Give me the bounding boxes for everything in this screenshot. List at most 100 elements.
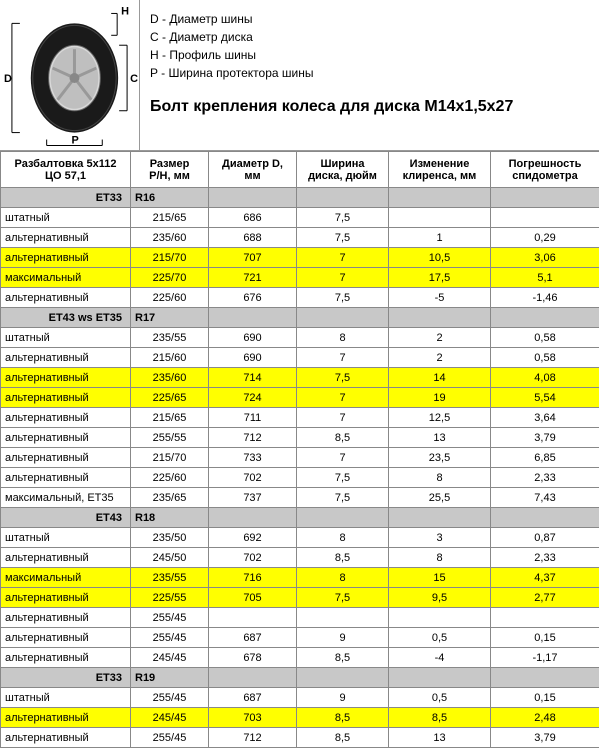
cell-clearance: -5 (389, 288, 491, 308)
cell-speedo: 6,85 (491, 448, 599, 468)
section-et: ET43 (1, 508, 131, 528)
cell-clearance: 14 (389, 368, 491, 388)
cell-width: 8,5 (297, 428, 389, 448)
cell-type: альтернативный (1, 228, 131, 248)
table-header-row: Разбалтовка 5x112ЦО 57,1 РазмерP/H, мм Д… (1, 152, 599, 188)
cell-type: штатный (1, 208, 131, 228)
table-row: альтернативный245/507028,582,33 (1, 548, 599, 568)
section-et: ET43 ws ET35 (1, 308, 131, 328)
cell-diameter: 692 (209, 528, 297, 548)
section-header-row: ET33R19 (1, 668, 599, 688)
cell-diameter: 714 (209, 368, 297, 388)
cell-type: штатный (1, 528, 131, 548)
cell-speedo: 4,08 (491, 368, 599, 388)
cell-diameter: 733 (209, 448, 297, 468)
cell-size: 215/60 (131, 348, 209, 368)
cell-speedo: 3,64 (491, 408, 599, 428)
cell-speedo (491, 608, 599, 628)
table-row: альтернативный225/607027,582,33 (1, 468, 599, 488)
cell-type: альтернативный (1, 708, 131, 728)
svg-text:H: H (121, 5, 129, 17)
cell-clearance: 1 (389, 228, 491, 248)
cell-diameter: 711 (209, 408, 297, 428)
cell-width: 7 (297, 388, 389, 408)
cell-diameter: 721 (209, 268, 297, 288)
cell-type: максимальный, ET35 (1, 488, 131, 508)
cell-speedo: 4,37 (491, 568, 599, 588)
cell-type: альтернативный (1, 608, 131, 628)
cell-type: альтернативный (1, 408, 131, 428)
cell-clearance (389, 208, 491, 228)
section-rim: R17 (131, 308, 209, 328)
legend-c: C - Диаметр диска (150, 30, 589, 44)
cell-width: 7,5 (297, 468, 389, 488)
cell-type: штатный (1, 328, 131, 348)
cell-width: 7 (297, 408, 389, 428)
cell-width: 9 (297, 628, 389, 648)
section-rim: R16 (131, 188, 209, 208)
legend-p: P - Ширина протектора шины (150, 66, 589, 80)
cell-type: альтернативный (1, 628, 131, 648)
cell-clearance: 3 (389, 528, 491, 548)
bolt-title: Болт крепления колеса для диска M14x1,5x… (150, 98, 589, 116)
cell-diameter: 690 (209, 328, 297, 348)
cell-clearance: 23,5 (389, 448, 491, 468)
cell-speedo: 0,15 (491, 628, 599, 648)
cell-type: штатный (1, 688, 131, 708)
cell-diameter: 676 (209, 288, 297, 308)
section-header-row: ET33R16 (1, 188, 599, 208)
cell-type: альтернативный (1, 648, 131, 668)
cell-speedo (491, 208, 599, 228)
cell-type: альтернативный (1, 248, 131, 268)
cell-size: 225/65 (131, 388, 209, 408)
cell-speedo: 5,1 (491, 268, 599, 288)
table-row: штатный215/656867,5 (1, 208, 599, 228)
section-et: ET33 (1, 188, 131, 208)
table-row: максимальный, ET35235/657377,525,57,43 (1, 488, 599, 508)
cell-type: альтернативный (1, 368, 131, 388)
cell-clearance: 25,5 (389, 488, 491, 508)
cell-diameter (209, 608, 297, 628)
cell-type: альтернативный (1, 288, 131, 308)
cell-width: 9 (297, 688, 389, 708)
cell-size: 245/45 (131, 648, 209, 668)
cell-size: 225/70 (131, 268, 209, 288)
cell-width: 7 (297, 248, 389, 268)
cell-clearance: 0,5 (389, 628, 491, 648)
cell-diameter: 712 (209, 428, 297, 448)
cell-speedo: 2,33 (491, 548, 599, 568)
cell-width: 8 (297, 528, 389, 548)
cell-size: 215/65 (131, 208, 209, 228)
cell-size: 225/60 (131, 288, 209, 308)
th-width: Ширинадиска, дюйм (297, 152, 389, 188)
table-row: альтернативный255/45 (1, 608, 599, 628)
header-region: D C H P D - Диаметр шины C - Диаметр дис… (0, 0, 599, 151)
table-row: альтернативный215/70733723,56,85 (1, 448, 599, 468)
cell-clearance: 17,5 (389, 268, 491, 288)
table-row: альтернативный255/4568790,50,15 (1, 628, 599, 648)
table-row: альтернативный235/606887,510,29 (1, 228, 599, 248)
cell-clearance: 2 (389, 328, 491, 348)
table-row: альтернативный245/457038,58,52,48 (1, 708, 599, 728)
svg-text:C: C (130, 73, 138, 85)
cell-speedo: 7,43 (491, 488, 599, 508)
cell-size: 235/55 (131, 328, 209, 348)
cell-type: альтернативный (1, 468, 131, 488)
cell-size: 245/45 (131, 708, 209, 728)
cell-size: 235/60 (131, 228, 209, 248)
th-diameter: Диаметр D,мм (209, 152, 297, 188)
cell-diameter: 702 (209, 468, 297, 488)
cell-speedo: 3,79 (491, 428, 599, 448)
cell-clearance: 13 (389, 428, 491, 448)
cell-clearance: 15 (389, 568, 491, 588)
cell-size: 255/45 (131, 608, 209, 628)
cell-width: 7,5 (297, 228, 389, 248)
cell-speedo: -1,46 (491, 288, 599, 308)
cell-diameter: 688 (209, 228, 297, 248)
th-clearance: Изменениеклиренса, мм (389, 152, 491, 188)
cell-type: альтернативный (1, 388, 131, 408)
cell-diameter: 705 (209, 588, 297, 608)
cell-size: 225/60 (131, 468, 209, 488)
cell-width: 7,5 (297, 368, 389, 388)
table-row: альтернативный225/606767,5-5-1,46 (1, 288, 599, 308)
